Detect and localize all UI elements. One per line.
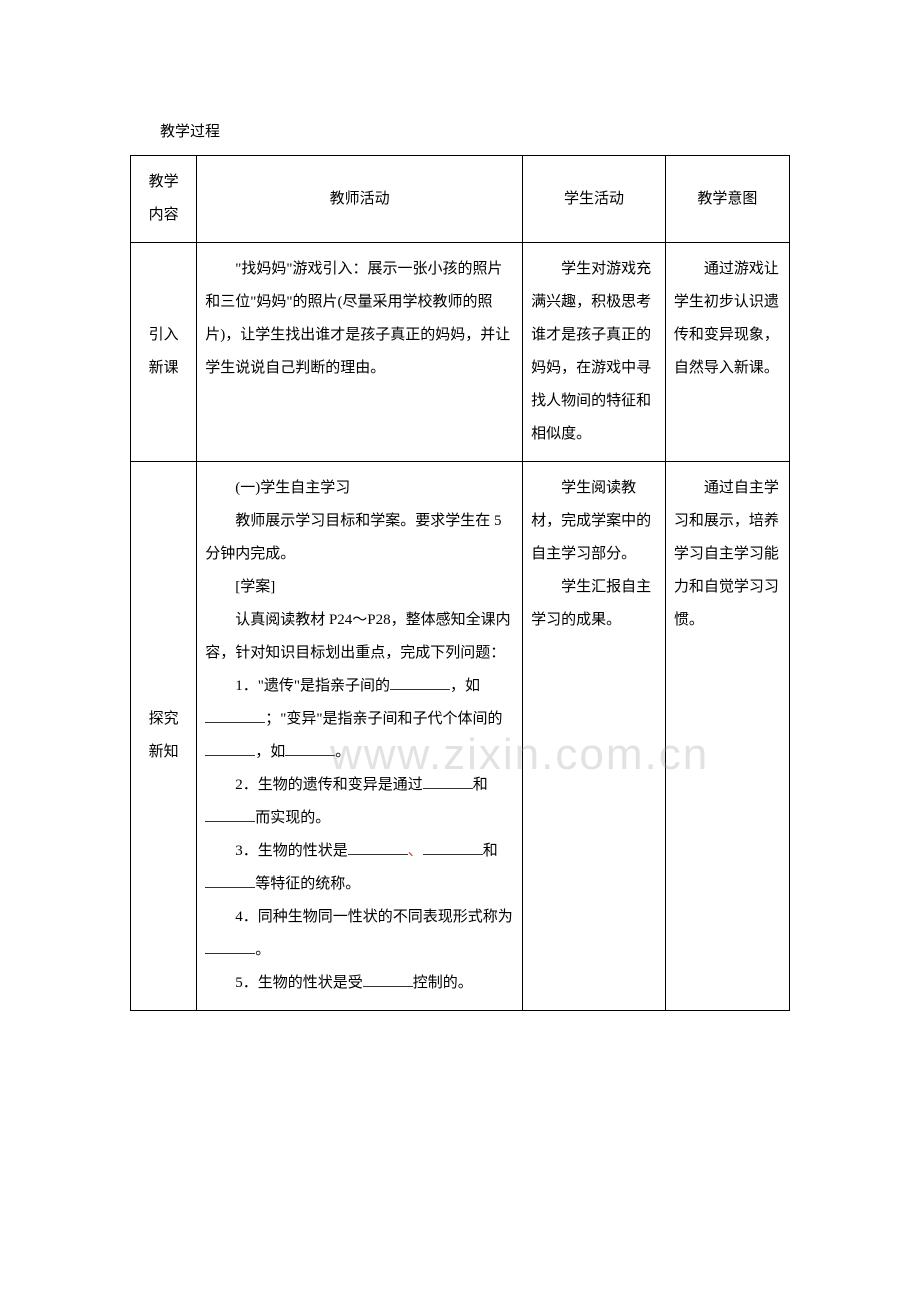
row2-teacher: (一)学生自主学习 教师展示学习目标和学案。要求学生在 5 分钟内完成。 [学案… <box>197 462 523 1011</box>
row2-label: 探究新知 <box>131 462 197 1011</box>
header-col1: 教学内容 <box>131 156 197 243</box>
lesson-table: 教学内容 教师活动 学生活动 教学意图 引入新课 "找妈妈"游戏引入：展示一张小… <box>130 155 790 1011</box>
header-col3: 学生活动 <box>523 156 666 243</box>
row1-teacher: "找妈妈"游戏引入：展示一张小孩的照片和三位"妈妈"的照片(尽量采用学校教师的照… <box>197 243 523 462</box>
row2-intent: 通过自主学习和展示，培养学习自主学习能力和自觉学习习惯。 <box>665 462 789 1011</box>
header-row: 教学内容 教师活动 学生活动 教学意图 <box>131 156 790 243</box>
table-row: 引入新课 "找妈妈"游戏引入：展示一张小孩的照片和三位"妈妈"的照片(尽量采用学… <box>131 243 790 462</box>
row2-student: 学生阅读教材，完成学案中的自主学习部分。 学生汇报自主学习的成果。 <box>523 462 666 1011</box>
row1-intent: 通过游戏让学生初步认识遗传和变异现象，自然导入新课。 <box>665 243 789 462</box>
table-row: 探究新知 (一)学生自主学习 教师展示学习目标和学案。要求学生在 5 分钟内完成… <box>131 462 790 1011</box>
header-col4: 教学意图 <box>665 156 789 243</box>
row1-student: 学生对游戏充满兴趣，积极思考谁才是孩子真正的妈妈，在游戏中寻找人物间的特征和相似… <box>523 243 666 462</box>
header-col2: 教师活动 <box>197 156 523 243</box>
page-title: 教学过程 <box>130 120 790 141</box>
row1-label: 引入新课 <box>131 243 197 462</box>
